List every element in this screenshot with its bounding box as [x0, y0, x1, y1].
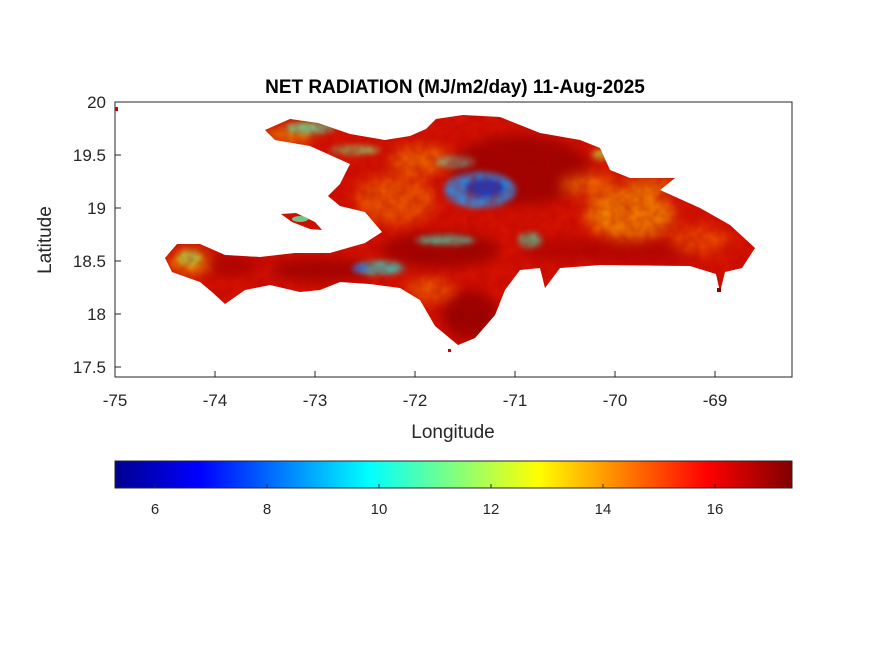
colorbar-tick-label: 16	[707, 501, 724, 518]
y-tick-label: 18	[87, 305, 106, 324]
colorbar-tick-label: 12	[483, 501, 500, 518]
y-axis: 17.5 18 18.5 19 19.5 20 Latitude	[35, 93, 121, 377]
x-tick-label: -74	[203, 391, 228, 410]
x-axis: -75 -74 -73 -72 -71 -70 -69 Longitude	[103, 371, 728, 443]
colorbar-tick-label: 6	[151, 501, 159, 518]
x-tick-label: -75	[103, 391, 128, 410]
x-tick-label: -73	[303, 391, 328, 410]
chart-title: NET RADIATION (MJ/m2/day) 11-Aug-2025	[265, 77, 645, 98]
y-tick-label: 19.5	[73, 146, 106, 165]
y-axis-label: Latitude	[35, 206, 56, 274]
x-axis-label: Longitude	[411, 422, 494, 443]
x-tick-label: -69	[703, 391, 728, 410]
colorbar-gradient	[114, 460, 793, 489]
colorbar-tick-label: 8	[263, 501, 271, 518]
y-tick-label: 17.5	[73, 358, 106, 377]
colorbar: 6 8 10 12 14 16	[114, 460, 793, 518]
colorbar-tick-label: 14	[595, 501, 612, 518]
x-tick-label: -72	[403, 391, 428, 410]
y-tick-label: 18.5	[73, 252, 106, 271]
y-tick-label: 20	[87, 93, 106, 112]
y-tick-label: 19	[87, 199, 106, 218]
x-tick-label: -70	[603, 391, 628, 410]
x-tick-label: -71	[503, 391, 528, 410]
colorbar-tick-label: 10	[371, 501, 388, 518]
